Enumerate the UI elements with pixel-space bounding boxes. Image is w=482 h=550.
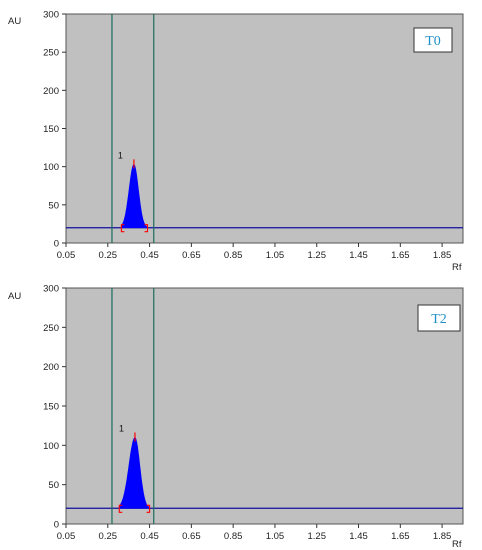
x-tick-label: 1.05 [266,250,285,261]
y-tick-label: 100 [43,441,59,452]
x-tick-label: 0.85 [224,531,243,542]
peak-markers [120,159,149,233]
chart-panel-t0: 0.05 0.25 0.45 0.65 0.85 1.05 1.25 1.45 1.65 1.85… [8,10,464,273]
panel-tag-box [413,27,453,53]
y-axis-unit: AU [8,16,21,27]
chromatogram-t2: 0.05 0.25 0.45 0.65 0.85 1.05 1.25 1.45 1.65 1.85… [8,284,464,550]
x-tick-label: 1.85 [433,250,452,261]
x-tick-label: 0.05 [57,531,76,542]
y-tick-label: 150 [43,124,59,135]
peak-label: 1 [119,423,124,433]
x-tick-label: 0.45 [140,531,159,542]
panel-tag-label: T2 [431,312,447,327]
x-axis-ticks: 0.05 0.25 0.45 0.65 0.85 1.05 1.25 1.45 1.65 1.85 [57,524,452,542]
y-axis-ticks: 0 50 100 150 200 250 300 [43,10,66,250]
y-tick-label: 200 [43,86,59,97]
y-axis-unit: AU [8,291,21,302]
y-tick-label: 50 [48,480,59,491]
chromatogram-t0: 0.05 0.25 0.45 0.65 0.85 1.05 1.25 1.45 1.65 1.85… [8,10,464,273]
start-bracket [118,504,123,513]
x-tick-label: 0.65 [182,531,201,542]
x-tick-label: 1.85 [433,531,452,542]
panel-tag-box [417,304,461,332]
x-tick-label: 0.25 [99,250,118,261]
x-tick-label: 1.25 [307,250,326,261]
y-axis-ticks: 0 50 100 150 200 250 300 [43,284,66,531]
x-tick-label: 0.65 [182,250,201,261]
y-tick-label: 250 [43,48,59,59]
x-tick-label: 0.45 [140,250,159,261]
x-tick-label: 0.85 [224,250,243,261]
y-tick-label: 150 [43,402,59,413]
y-tick-label: 0 [54,239,59,250]
x-tick-label: 1.45 [349,531,368,542]
panel-tag-label: T0 [425,34,441,49]
x-tick-label: 1.25 [307,531,326,542]
y-tick-label: 200 [43,362,59,373]
x-tick-label: 1.45 [349,250,368,261]
end-bracket [144,224,149,233]
x-tick-label: 1.65 [391,250,410,261]
y-tick-label: 300 [43,10,59,21]
start-bracket [120,224,125,233]
x-tick-label: 1.65 [391,531,410,542]
y-tick-label: 50 [48,200,59,211]
chart-panel-t2: 0.05 0.25 0.45 0.65 0.85 1.05 1.25 1.45 1.65 1.85… [0,275,482,550]
x-tick-label: 1.05 [266,531,285,542]
x-axis-unit: Rf [452,262,462,273]
y-tick-label: 100 [43,162,59,173]
x-axis-ticks: 0.05 0.25 0.45 0.65 0.85 1.05 1.25 1.45 1.65 1.85 [57,243,452,261]
x-axis-unit: Rf [452,539,462,550]
peak-1 [121,164,148,229]
peak-markers [118,432,151,513]
y-tick-label: 0 [54,520,59,531]
end-bracket [146,504,151,513]
x-tick-label: 0.05 [57,250,76,261]
y-tick-label: 300 [43,284,59,295]
plot-area [65,13,464,244]
x-tick-label: 0.25 [99,531,118,542]
y-tick-label: 250 [43,323,59,334]
peak-label: 1 [118,150,123,160]
